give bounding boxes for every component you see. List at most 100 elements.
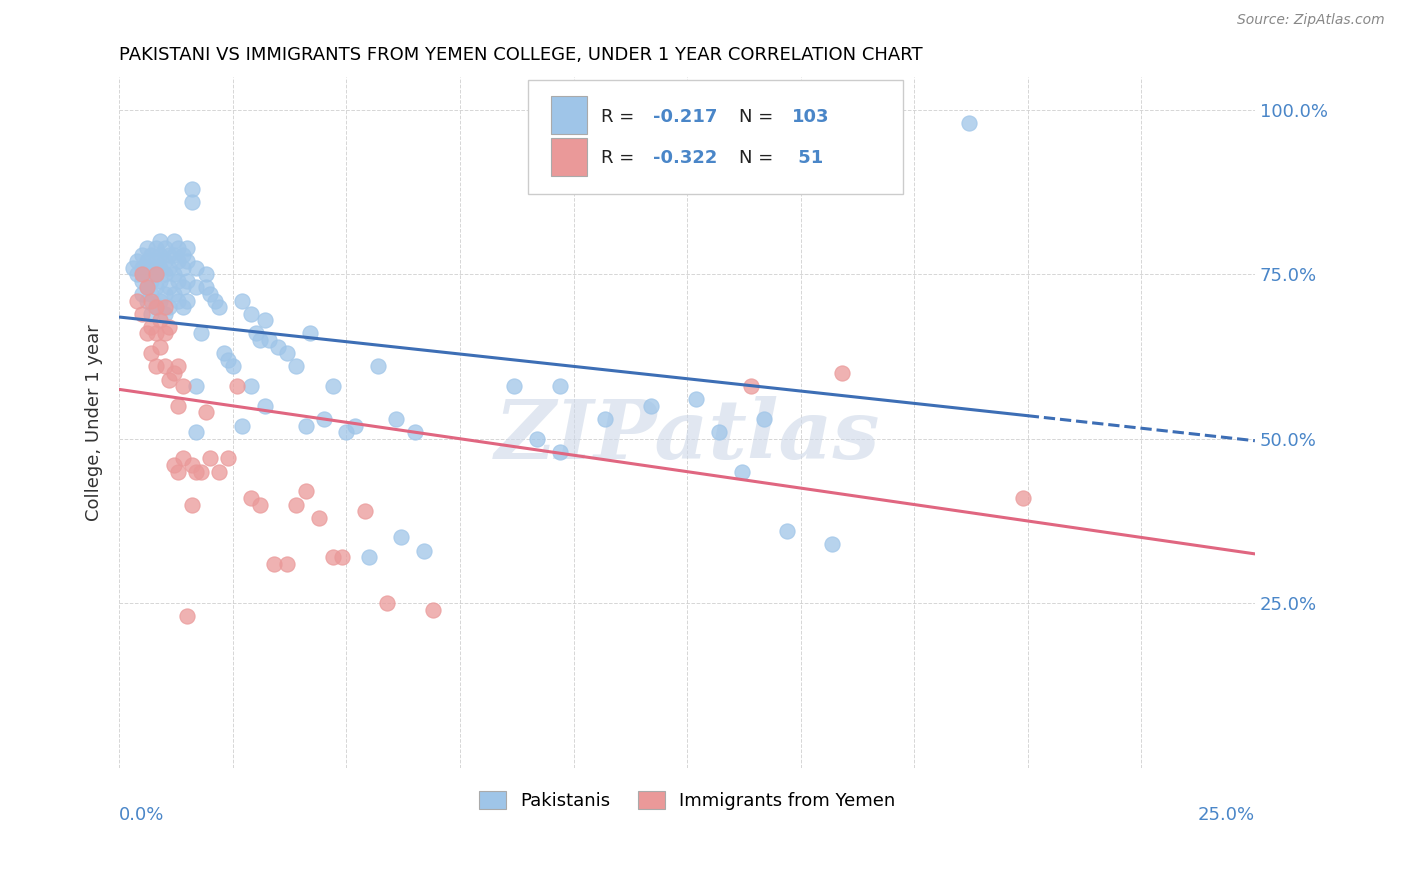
Text: -0.217: -0.217: [652, 108, 717, 126]
Point: [163, 247, 186, 261]
Y-axis label: College, Under 1 year: College, Under 1 year: [86, 324, 103, 521]
Text: N =: N =: [740, 149, 779, 168]
Point: [153, 267, 176, 281]
Point: [131, 247, 153, 261]
Point: [135, 280, 157, 294]
Point: [127, 254, 149, 268]
Bar: [551, 137, 588, 176]
Point: [145, 359, 167, 374]
Point: [157, 372, 180, 386]
Point: [139, 274, 162, 288]
Point: [253, 399, 276, 413]
Point: [153, 241, 176, 255]
Point: [208, 465, 231, 479]
Point: [322, 550, 344, 565]
Text: ZIPatlas: ZIPatlas: [495, 396, 880, 476]
Point: [404, 425, 426, 439]
Point: [127, 293, 149, 308]
Point: [172, 280, 194, 294]
Point: [253, 313, 276, 327]
Point: [157, 260, 180, 275]
Point: [145, 280, 167, 294]
Point: [135, 326, 157, 341]
Point: [548, 379, 571, 393]
Point: [957, 116, 980, 130]
Point: [131, 267, 153, 281]
Point: [149, 274, 172, 288]
Point: [135, 280, 157, 294]
Point: [367, 359, 389, 374]
Point: [172, 379, 194, 393]
Point: [167, 359, 190, 374]
Point: [176, 241, 198, 255]
Point: [330, 550, 353, 565]
Point: [212, 346, 235, 360]
Point: [412, 543, 434, 558]
Point: [153, 326, 176, 341]
Point: [131, 287, 153, 301]
Point: [198, 451, 221, 466]
Point: [145, 267, 167, 281]
Point: [322, 379, 344, 393]
Point: [167, 241, 190, 255]
Point: [186, 425, 208, 439]
Text: -0.322: -0.322: [652, 149, 717, 168]
FancyBboxPatch shape: [529, 80, 903, 194]
Point: [776, 524, 799, 538]
Point: [198, 287, 221, 301]
Point: [167, 274, 190, 288]
Point: [139, 319, 162, 334]
Point: [172, 247, 194, 261]
Point: [685, 392, 707, 407]
Point: [149, 293, 172, 308]
Point: [308, 510, 330, 524]
Point: [503, 379, 526, 393]
Point: [139, 287, 162, 301]
Point: [194, 280, 217, 294]
Point: [276, 557, 298, 571]
Point: [190, 326, 212, 341]
Point: [153, 254, 176, 268]
Point: [139, 293, 162, 308]
Text: 51: 51: [792, 149, 823, 168]
Point: [139, 307, 162, 321]
Point: [294, 418, 316, 433]
Text: 103: 103: [792, 108, 830, 126]
Point: [375, 596, 398, 610]
Point: [135, 241, 157, 255]
Point: [335, 425, 357, 439]
Point: [186, 280, 208, 294]
Text: R =: R =: [600, 108, 640, 126]
Point: [145, 300, 167, 314]
Point: [730, 465, 752, 479]
Point: [181, 182, 204, 196]
Point: [153, 287, 176, 301]
Point: [831, 366, 853, 380]
Point: [176, 609, 198, 624]
Point: [167, 465, 190, 479]
Point: [249, 498, 271, 512]
Point: [139, 260, 162, 275]
Point: [263, 557, 285, 571]
Text: R =: R =: [600, 149, 640, 168]
Point: [153, 359, 176, 374]
Point: [163, 366, 186, 380]
Point: [163, 458, 186, 472]
Point: [821, 537, 844, 551]
Point: [526, 432, 548, 446]
Point: [181, 194, 204, 209]
Point: [276, 346, 298, 360]
Point: [131, 307, 153, 321]
Point: [707, 425, 730, 439]
Point: [344, 418, 367, 433]
Point: [181, 498, 204, 512]
Point: [240, 491, 263, 505]
Point: [131, 260, 153, 275]
Text: PAKISTANI VS IMMIGRANTS FROM YEMEN COLLEGE, UNDER 1 YEAR CORRELATION CHART: PAKISTANI VS IMMIGRANTS FROM YEMEN COLLE…: [120, 46, 922, 64]
Point: [285, 498, 308, 512]
Point: [1012, 491, 1035, 505]
Point: [135, 293, 157, 308]
Point: [145, 326, 167, 341]
Point: [122, 260, 145, 275]
Text: Source: ZipAtlas.com: Source: ZipAtlas.com: [1237, 13, 1385, 28]
